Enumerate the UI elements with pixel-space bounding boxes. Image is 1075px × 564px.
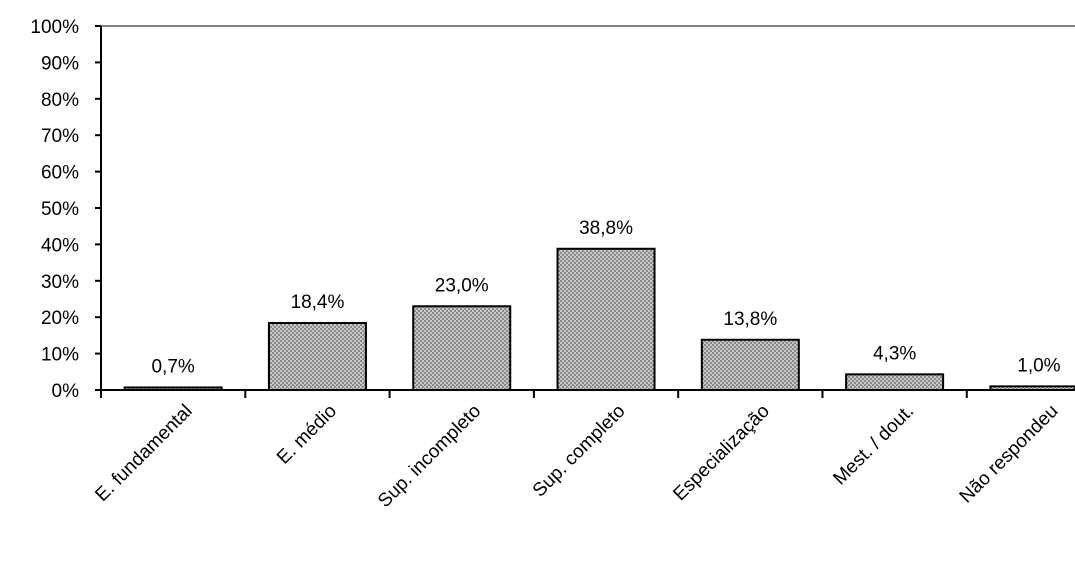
data-label-3: 38,8% <box>579 218 633 239</box>
category-label-5: Mest. / dout. <box>829 401 918 490</box>
data-labels: 0,7% 18,4% 23,0% 38,8% 13,8% 4,3% 1,0% <box>151 218 1060 378</box>
category-label-3: Sup. completo <box>529 401 630 502</box>
y-tick-label: 80% <box>41 90 79 111</box>
y-tick-label: 50% <box>41 199 79 220</box>
y-tick-label: 20% <box>41 308 79 329</box>
category-labels: E. fundamental E. médio Sup. incompleto Sup… <box>91 401 1062 512</box>
bar-3 <box>556 247 656 391</box>
category-label-0: E. fundamental <box>91 401 196 506</box>
bar-6 <box>989 385 1075 391</box>
category-label-2: Sup. incompleto <box>374 401 485 512</box>
y-tick-label: 90% <box>41 53 79 74</box>
y-tick-label: 60% <box>41 163 79 184</box>
bar-2 <box>412 305 512 391</box>
data-label-4: 13,8% <box>723 309 777 330</box>
data-label-2: 23,0% <box>435 275 489 296</box>
bar-0 <box>123 386 223 391</box>
y-tick-label: 10% <box>41 345 79 366</box>
category-label-6: Não respondeu <box>956 401 1063 508</box>
y-axis: 0% 10% 20% 30% 40% 50% 60% 70% 80% 90% 100% <box>30 17 102 402</box>
x-axis <box>100 389 1075 398</box>
data-label-5: 4,3% <box>873 343 916 364</box>
y-tick-label: 100% <box>30 17 79 38</box>
y-tick-label: 0% <box>52 381 80 402</box>
bar-5 <box>845 373 945 391</box>
data-label-6: 1,0% <box>1017 355 1060 376</box>
bars <box>123 247 1075 392</box>
y-tick-label: 70% <box>41 126 79 147</box>
y-tick-label: 40% <box>41 235 79 256</box>
data-label-0: 0,7% <box>151 356 194 377</box>
category-label-1: E. médio <box>273 401 341 469</box>
data-label-1: 18,4% <box>291 292 345 313</box>
category-label-4: Especialização <box>669 401 773 505</box>
y-tick-label: 30% <box>41 272 79 293</box>
bar-1 <box>267 322 367 391</box>
bar-4 <box>700 338 800 392</box>
